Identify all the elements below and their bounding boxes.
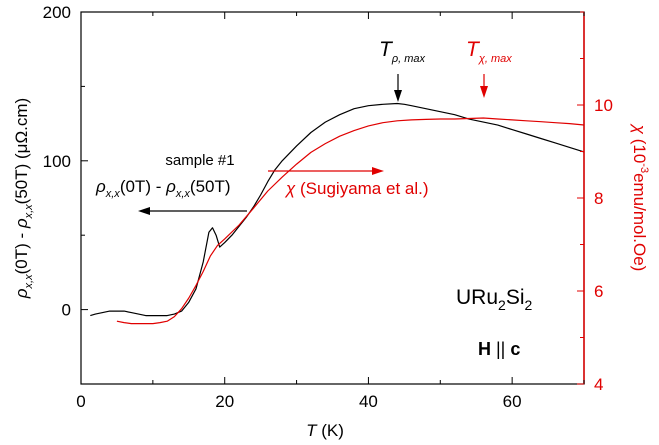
t-chi-max-arrow-head: [480, 86, 488, 98]
t-rho-max-label: Tρ, max: [379, 38, 426, 65]
x-axis-label: T (K): [306, 421, 344, 440]
compound-label: URu2Si2: [456, 286, 533, 313]
chi-legend-arrow-head: [372, 167, 384, 175]
y-axis-label-right: χ (10-3emu/mol.Oe): [630, 123, 650, 272]
rho-legend-label: ρx,x(0T) - ρx,x(50T): [95, 177, 231, 200]
y-axis-label-left: ρx,x(0T) - ρx,x(50T) (μΩ.cm): [12, 98, 35, 299]
x-tick-label: 20: [215, 392, 234, 411]
x-tick-label: 0: [76, 392, 85, 411]
t-rho-max-arrow-head: [394, 90, 402, 102]
field-label: H || c: [478, 339, 520, 359]
y-tick-label-right: 4: [594, 375, 603, 394]
rho-legend-arrow-head: [138, 207, 150, 215]
chi-legend-label: χ (Sugiyama et al.): [284, 179, 429, 198]
y-tick-label-right: 6: [594, 282, 603, 301]
x-tick-label: 60: [503, 392, 522, 411]
plot-frame: [80, 11, 585, 385]
x-tick-label: 40: [359, 392, 378, 411]
y-tick-label-right: 8: [594, 189, 603, 208]
sample-label: sample #1: [165, 152, 234, 169]
y-tick-label-left: 0: [62, 301, 71, 320]
t-chi-max-label: Tχ, max: [466, 38, 512, 65]
y-tick-label-right: 10: [594, 96, 613, 115]
y-tick-label-left: 200: [43, 3, 71, 22]
series-line-chi: [116, 117, 585, 325]
y-tick-label-left: 100: [43, 152, 71, 171]
series-line-rho: [90, 102, 585, 317]
